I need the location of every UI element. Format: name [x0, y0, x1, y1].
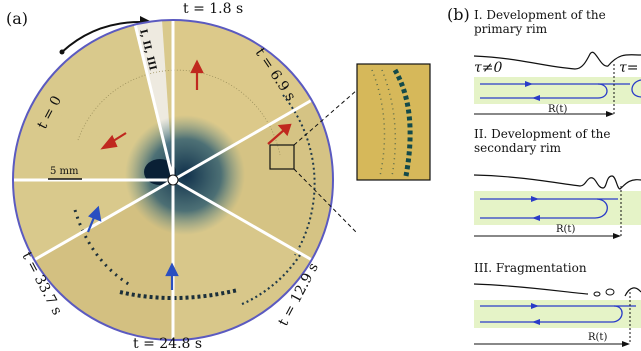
blue-arrows — [86, 205, 179, 290]
stage-2: II. Development of the secondary rim R(t… — [473, 127, 641, 239]
rim-droplets-12-9s — [239, 254, 301, 307]
stage-2-title-1: II. Development of the — [474, 127, 610, 141]
stage-1-title-2: primary rim — [474, 22, 548, 36]
time-label-24-8s: t = 24.8 s — [133, 336, 202, 351]
panel-b-label: (b) — [447, 5, 470, 24]
red-arrows — [100, 59, 292, 150]
tau-label-right: τ= — [619, 60, 638, 76]
rim-droplets-24-8s — [119, 288, 239, 301]
stage-3: III. Fragmentation R(t) — [473, 261, 641, 347]
disc-center — [167, 174, 179, 186]
rim-droplets-33-7s — [73, 209, 131, 287]
zoom-line-bottom — [293, 168, 358, 234]
time-label-1-8s: t = 1.8 s — [183, 1, 243, 17]
dye-spot — [125, 115, 245, 235]
stage-1-title-1: I. Development of the — [474, 8, 606, 22]
rim-droplets-6-9s — [282, 94, 316, 256]
scale-bar-label: 5 mm — [50, 166, 79, 177]
stage-2-title-2: secondary rim — [474, 141, 562, 155]
rotation-arrow — [61, 21, 141, 53]
stage-1: I. Development of the primary rim τ≠0 τ=… — [473, 8, 641, 117]
panel-a-label: (a) — [6, 9, 28, 28]
r-label-2: R(t) — [556, 224, 575, 235]
stage-3-title: III. Fragmentation — [474, 261, 587, 275]
zoom-box — [269, 144, 295, 170]
r-label-1: R(t) — [548, 104, 567, 115]
zoom-inset — [356, 63, 431, 181]
tau-nonzero-label: τ≠0 — [474, 60, 502, 76]
disc-outline — [12, 19, 334, 341]
r-label-3: R(t) — [588, 332, 607, 343]
rotation-start-dot — [59, 49, 65, 55]
